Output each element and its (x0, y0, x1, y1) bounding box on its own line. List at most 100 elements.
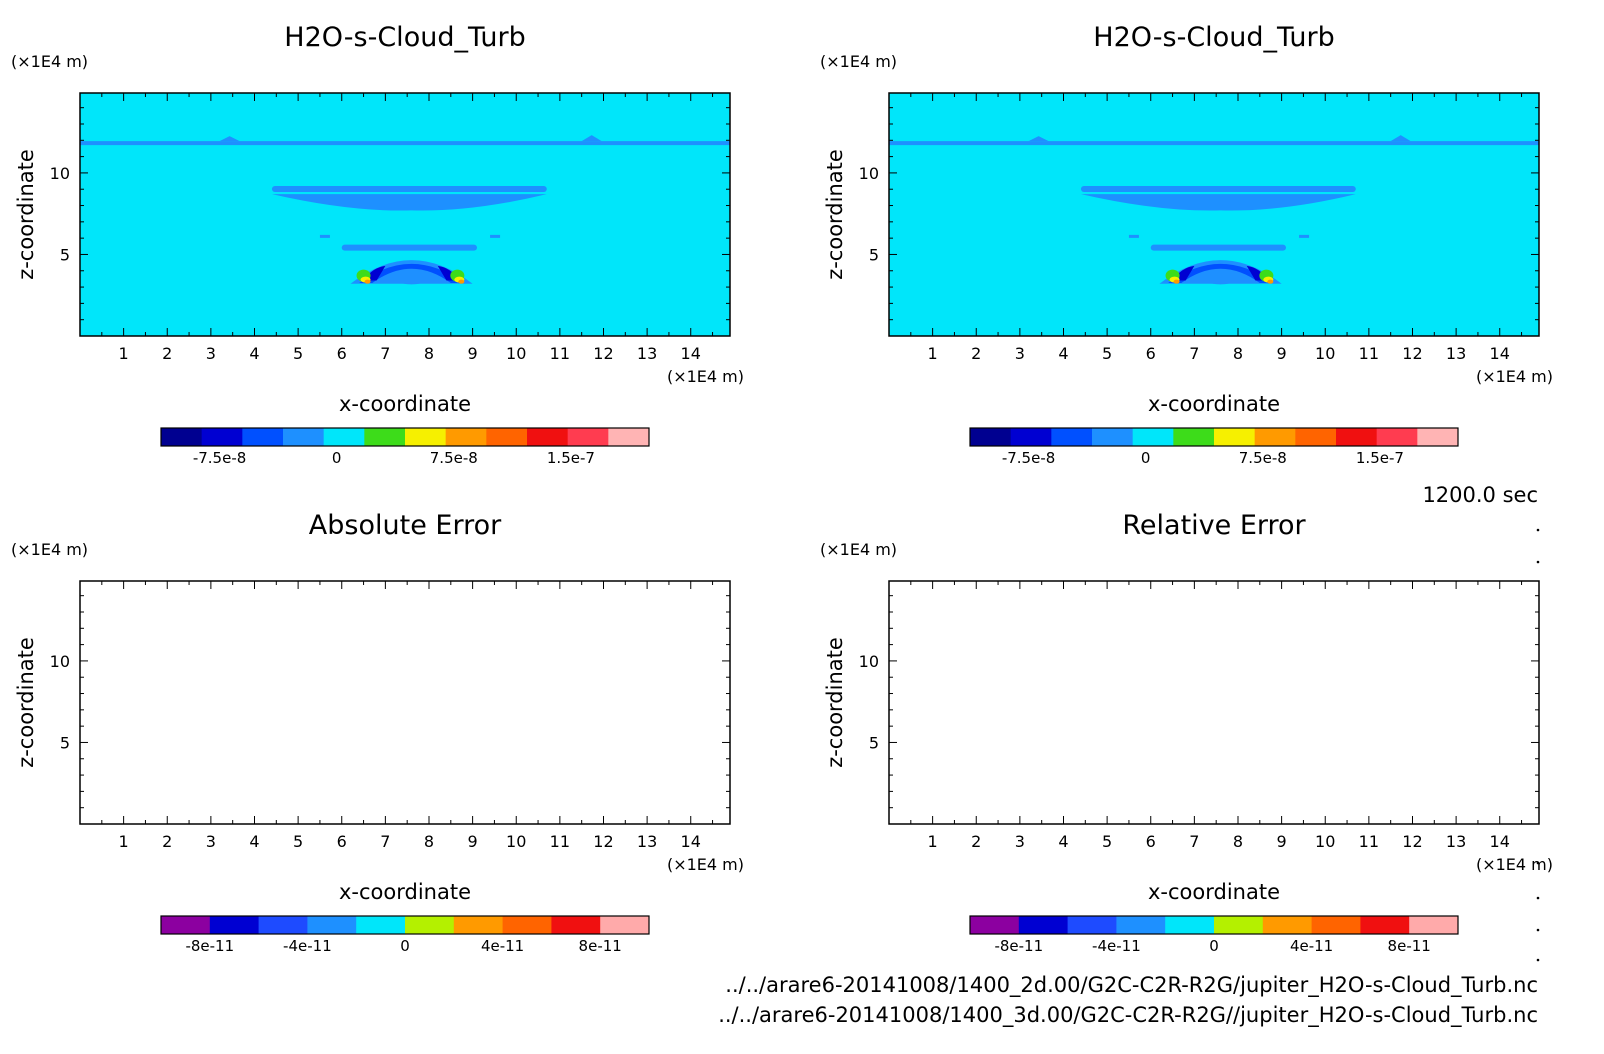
colorbar-segment (161, 916, 211, 934)
colorbar: -8e-11 -4e-11 0 4e-11 8e-11 (160, 915, 650, 955)
colorbar-tick-label: -4e-11 (1092, 937, 1141, 955)
colorbar-segment (201, 428, 243, 446)
colorbar: -7.5e-8 0 7.5e-8 1.5e-7 (160, 427, 650, 467)
x-tick-label: 12 (593, 832, 613, 851)
colorbar-segment (1214, 428, 1256, 446)
colorbar-segment (1336, 428, 1378, 446)
contour-band (1028, 136, 1049, 142)
colorbar-segment (1360, 916, 1410, 934)
y-axis-title: z-coordinate (14, 149, 38, 280)
y-unit-label: (×1E4 m) (11, 52, 88, 71)
colorbar-segment (600, 916, 650, 934)
x-tick-label: 9 (1277, 344, 1287, 363)
x-tick-label: 1 (928, 344, 938, 363)
colorbar-segment (1092, 428, 1134, 446)
x-tick-label: 7 (1189, 832, 1199, 851)
y-axis-title: z-coordinate (823, 149, 847, 280)
x-tick-label: 5 (1102, 832, 1112, 851)
margin-dot (1536, 896, 1540, 900)
colorbar-segment (405, 428, 447, 446)
y-tick-label: 10 (50, 652, 70, 671)
y-tick-label: 5 (60, 245, 70, 264)
x-tick-label: 10 (1315, 832, 1335, 851)
colorbar-tick-label: -7.5e-8 (193, 449, 246, 467)
colorbar-segment (405, 916, 455, 934)
margin-dot (1536, 928, 1540, 932)
x-tick-label: 12 (1402, 832, 1422, 851)
colorbar-segment (364, 428, 406, 446)
x-unit-label: (×1E4 m) (667, 855, 744, 874)
colorbar: -7.5e-8 0 7.5e-8 1.5e-7 (969, 427, 1459, 467)
x-tick-label: 7 (380, 344, 390, 363)
colorbar-frame (969, 915, 1459, 935)
plot-frame (79, 580, 731, 825)
x-axis-title: x-coordinate (339, 880, 471, 904)
x-tick-label: 13 (637, 832, 657, 851)
colorbar-segment (502, 916, 552, 934)
panel-2: H2O-s-Cloud_Turb(×1E4 m)1 2 3 4 5 6 7 8 9 10 11 12 1… (820, 22, 1553, 467)
contour-spot-orange (1173, 279, 1180, 284)
contour-band (1080, 194, 1356, 211)
time-label: 1200.0 sec (1422, 483, 1538, 507)
contour-spot-orange (458, 279, 465, 284)
colorbar-segment (1165, 916, 1215, 934)
x-tick-label: 9 (468, 832, 478, 851)
colorbar-tick-label: 0 (400, 937, 410, 955)
contour-band (1150, 244, 1286, 251)
colorbar-segment (608, 428, 650, 446)
colorbar-segment (1262, 916, 1313, 934)
x-tick-label: 14 (681, 344, 701, 363)
colorbar-tick-label: 8e-11 (1388, 937, 1431, 955)
colorbar-segment (1295, 428, 1337, 446)
margin-dot (1536, 560, 1540, 564)
x-tick-label: 3 (1015, 832, 1025, 851)
contour-band (581, 135, 602, 142)
colorbar-segment (242, 428, 284, 446)
contour-band (490, 234, 501, 238)
x-tick-label: 9 (468, 344, 478, 363)
margin-dot (1536, 861, 1540, 865)
panel-1: H2O-s-Cloud_Turb(×1E4 m)1 2 3 4 5 6 7 8 9 10 11 12 1… (11, 22, 744, 467)
y-tick-label: 5 (60, 733, 70, 752)
contour-blob (399, 278, 424, 285)
colorbar-tick-label: 4e-11 (481, 937, 524, 955)
panel-title: H2O-s-Cloud_Turb (284, 22, 525, 53)
x-tick-label: 9 (1277, 832, 1287, 851)
colorbar-tick-label: 4e-11 (1290, 937, 1333, 955)
colorbar-segment (1067, 916, 1117, 934)
y-tick-label: 10 (859, 652, 879, 671)
colorbar-tick-label: 8e-11 (579, 937, 622, 955)
contour-band (889, 141, 1539, 146)
y-tick-label: 5 (869, 245, 879, 264)
x-tick-label: 5 (293, 832, 303, 851)
x-tick-label: 8 (1233, 832, 1243, 851)
x-tick-label: 6 (337, 344, 347, 363)
plot-frame (79, 92, 731, 337)
colorbar-frame (160, 915, 650, 935)
contour-band (1128, 234, 1139, 238)
x-axis-title: x-coordinate (1148, 880, 1280, 904)
x-tick-label: 6 (1146, 344, 1156, 363)
colorbar-segment (551, 916, 601, 934)
colorbar-segment (1051, 428, 1093, 446)
colorbar-segment (209, 916, 260, 934)
plot-frame (888, 580, 1540, 825)
contour-spot-orange (1267, 279, 1274, 284)
y-unit-label: (×1E4 m) (820, 52, 897, 71)
x-tick-label: 1 (928, 832, 938, 851)
x-tick-label: 11 (550, 832, 570, 851)
colorbar-segment (1132, 428, 1174, 446)
contour-band (219, 136, 240, 142)
x-tick-label: 3 (206, 344, 216, 363)
x-tick-label: 14 (681, 832, 701, 851)
colorbar-frame (969, 427, 1459, 447)
x-tick-label: 10 (1315, 344, 1335, 363)
panel-4: Relative Error(×1E4 m)1 2 3 4 5 6 7 8 9 10 11 12 13 1… (820, 510, 1553, 955)
x-tick-label: 3 (1015, 344, 1025, 363)
x-tick-label: 2 (162, 832, 172, 851)
contour-field (889, 93, 1539, 336)
colorbar-tick-label: 0 (332, 449, 342, 467)
x-tick-label: 13 (1446, 832, 1466, 851)
x-tick-label: 4 (1058, 832, 1068, 851)
